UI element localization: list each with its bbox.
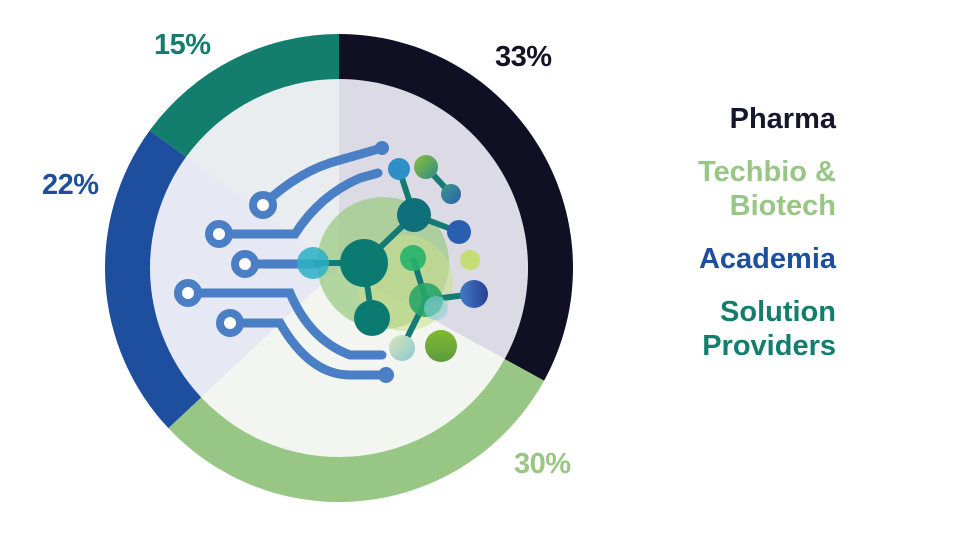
label-pharma-percent: 33% [495,41,552,73]
legend-label-line2: Biotech [729,190,836,222]
legend-item-pharma: Pharma [596,102,836,136]
legend-item-academia: Academia [596,242,836,276]
label-solution-percent: 15% [154,29,211,61]
legend-item-solution: Solution Providers [596,295,836,363]
legend-label-line1: Techbio & [697,156,836,188]
legend-label: Academia [698,243,836,275]
chart-legend: Pharma Techbio & Biotech Academia Soluti… [596,102,836,382]
circuit-molecule-illustration [174,141,488,383]
legend-label: Pharma [729,103,836,135]
legend-label-line1: Solution [720,296,836,328]
legend-label-line2: Providers [702,330,836,362]
molecule-atoms-icon [297,155,488,362]
inner-wedge-techbio [201,268,505,457]
circuit-nodes-icon [174,191,277,337]
segment-solution [149,34,339,157]
segment-techbio [168,359,545,503]
legend-item-techbio: Techbio & Biotech [596,155,836,223]
segment-pharma [339,34,574,381]
label-techbio-percent: 30% [514,448,571,480]
segment-academia [104,130,202,429]
label-academia-percent: 22% [42,169,99,201]
